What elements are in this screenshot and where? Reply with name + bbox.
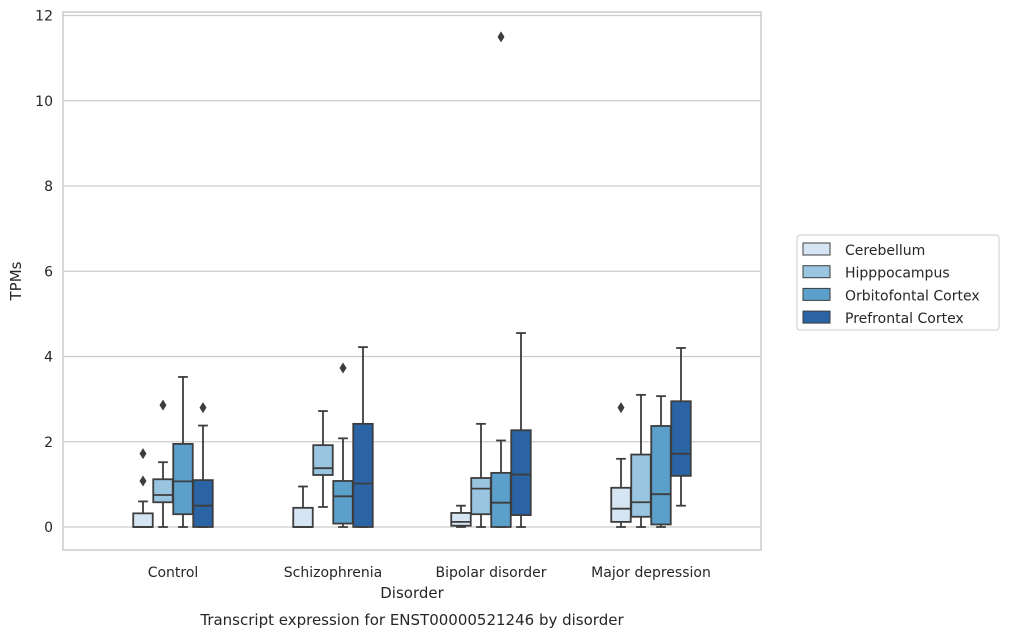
legend-label: Prefrontal Cortex	[845, 311, 964, 327]
box-1-2	[470, 422, 492, 528]
box-1-1	[312, 410, 334, 508]
legend-swatch	[802, 265, 831, 279]
box-2-3	[650, 395, 672, 528]
box-body	[172, 442, 194, 516]
legend-frame	[796, 234, 1000, 331]
x-tick-label: Major depression	[591, 565, 711, 581]
box-3-1	[352, 346, 374, 528]
box-3-0	[192, 402, 214, 528]
box-body	[352, 422, 374, 528]
box-body	[312, 444, 334, 476]
box-body	[670, 400, 692, 477]
box-body	[292, 506, 314, 528]
box-body	[132, 512, 154, 528]
box-body	[610, 486, 632, 523]
chart-caption: Transcript expression for ENST0000052124…	[199, 611, 624, 629]
outlier-marker	[199, 402, 207, 414]
x-tick-label: Schizophrenia	[284, 565, 382, 581]
y-tick-label: 8	[44, 179, 53, 195]
y-tick-label: 6	[44, 264, 53, 280]
outlier-marker	[497, 31, 505, 43]
plot-frame	[62, 11, 762, 551]
outlier-marker	[617, 402, 625, 414]
gridlines	[63, 14, 761, 528]
x-axis-label: Disorder	[380, 584, 444, 602]
box-2-1	[332, 362, 354, 528]
box-3-3	[670, 347, 692, 507]
box-0-2	[450, 504, 472, 528]
boxes	[132, 31, 692, 528]
y-tick-label: 4	[44, 350, 53, 366]
outlier-marker	[159, 399, 167, 411]
legend: Cerebellum Hipppocampus Orbitofontal Corte…	[796, 234, 1000, 331]
box-1-3	[630, 393, 652, 528]
y-tick-label: 0	[44, 520, 53, 536]
box-0-1	[292, 485, 314, 528]
box-body	[650, 425, 672, 526]
legend-swatch	[802, 310, 831, 324]
box-0-0	[132, 448, 154, 528]
legend-label: Orbitofontal Cortex	[845, 288, 980, 304]
outlier-marker	[139, 448, 147, 460]
y-tick-label: 2	[44, 435, 53, 451]
y-tick-label: 10	[35, 94, 53, 110]
box-2-2	[490, 31, 512, 528]
box-body	[470, 477, 492, 516]
box-body	[630, 453, 652, 518]
box-body	[490, 471, 512, 528]
y-tick-label: 12	[35, 9, 53, 25]
outlier-marker	[139, 475, 147, 487]
x-tick-label: Control	[148, 565, 199, 581]
box-body	[510, 429, 532, 516]
box-0-3	[610, 402, 632, 528]
box-body	[192, 479, 214, 528]
box-body	[450, 512, 472, 527]
y-axis-label: TPMs	[7, 261, 25, 301]
x-tick-labels: Control Schizophrenia Bipolar disorder Majo…	[148, 565, 711, 581]
legend-swatch	[802, 242, 831, 256]
x-tick-label: Bipolar disorder	[435, 565, 546, 581]
legend-label: Hipppocampus	[845, 266, 950, 282]
box-2-0	[172, 376, 194, 528]
box-3-2	[510, 332, 532, 528]
box-1-0	[152, 399, 174, 528]
box-body	[152, 478, 174, 504]
legend-swatch	[802, 287, 831, 301]
box-body	[332, 480, 354, 525]
y-tick-labels: 0 2 4 6 8 10 12	[35, 9, 53, 537]
outlier-marker	[339, 362, 347, 374]
legend-label: Cerebellum	[845, 243, 925, 259]
